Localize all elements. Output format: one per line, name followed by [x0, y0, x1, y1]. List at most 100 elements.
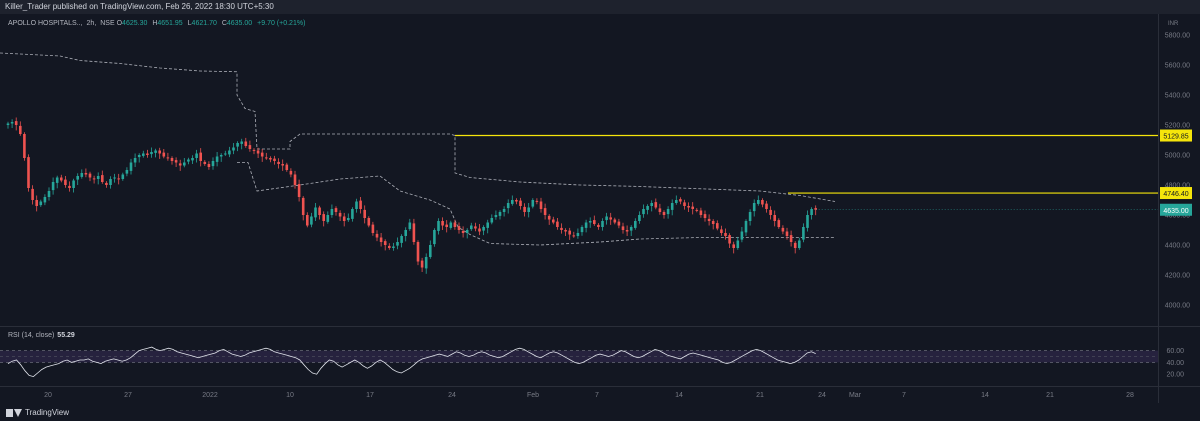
candle-up [470, 225, 473, 230]
rsi-tick-label: 20.00 [1166, 372, 1184, 379]
candle-up [80, 173, 84, 177]
candle-down [765, 203, 768, 209]
candle-down [285, 164, 289, 170]
candle-up [351, 209, 354, 219]
date-tick-label: Mar [849, 392, 862, 399]
candle-up [511, 200, 514, 204]
candle-up [187, 159, 190, 162]
candle-down [371, 224, 375, 233]
candle-down [699, 210, 703, 215]
candle-up [142, 153, 145, 156]
upper-envelope-line [0, 52, 836, 202]
candle-up [47, 191, 51, 197]
candle-up [527, 207, 530, 212]
open-value: 4625.30 [122, 20, 148, 27]
candle-up [137, 155, 141, 158]
candle-up [129, 162, 133, 171]
candle-down [769, 209, 772, 215]
price-tick-label: 4200.00 [1165, 273, 1190, 280]
candle-up [109, 179, 112, 185]
candle-down [252, 149, 256, 151]
rsi-tick-label: 60.00 [1166, 348, 1184, 355]
candle-down [523, 206, 526, 212]
last-price-tag [1160, 203, 1192, 216]
candle-up [806, 215, 809, 228]
candle-down [789, 235, 793, 242]
candle-down [420, 260, 424, 268]
candle-up [433, 230, 436, 245]
symbol-name[interactable]: APOLLO HOSPITALS.. [8, 20, 81, 27]
candle-up [798, 240, 801, 248]
candle-up [347, 218, 350, 221]
candle-up [76, 176, 79, 180]
candle-up [150, 152, 153, 155]
tradingview-logo-icon [6, 408, 22, 417]
candle-up [486, 222, 489, 228]
candle-down [27, 157, 30, 188]
candle-down [461, 230, 465, 233]
candle-down [535, 200, 539, 202]
candle-down [281, 164, 284, 166]
candle-up [490, 218, 494, 223]
candle-up [326, 215, 330, 222]
candle-down [761, 200, 764, 205]
candle-down [781, 227, 785, 232]
candle-up [392, 246, 395, 248]
candle-up [498, 212, 502, 216]
level-price-tag [1160, 129, 1192, 142]
price-tick-label: 4600.00 [1165, 213, 1190, 220]
candle-up [228, 150, 231, 155]
candle-up [634, 221, 637, 228]
candle-up [629, 227, 633, 231]
candle-down [388, 245, 391, 248]
candle-up [740, 231, 744, 240]
candle-up [39, 201, 43, 206]
candle-down [334, 208, 338, 212]
candle-down [662, 212, 666, 215]
candle-down [359, 200, 362, 209]
candle-down [379, 237, 383, 242]
price-tick-label: 5400.00 [1165, 93, 1190, 100]
candle-down [256, 150, 260, 154]
candle-down [31, 188, 34, 200]
candle-down [248, 145, 252, 149]
candle-down [273, 158, 276, 161]
candle-down [617, 221, 621, 226]
candle-up [191, 158, 194, 161]
candle-down [478, 228, 481, 232]
currency-label: INR [1168, 21, 1179, 27]
rsi-legend[interactable]: RSI (14, close) 55.29 [8, 332, 75, 339]
candle-down [593, 220, 596, 224]
candle-up [449, 222, 453, 228]
candle-up [748, 212, 752, 221]
candle-up [666, 209, 670, 215]
candle-down [162, 152, 166, 157]
candle-up [605, 216, 608, 221]
date-tick-label: 20 [44, 392, 52, 399]
candle-down [724, 233, 727, 236]
candle-down [609, 217, 612, 220]
date-tick-label: 17 [366, 392, 374, 399]
rsi-tick-label: 40.00 [1166, 360, 1184, 367]
candle-down [170, 158, 174, 161]
candle-down [178, 163, 182, 166]
candle-down [539, 201, 543, 209]
tradingview-logo[interactable]: TradingView [6, 408, 69, 417]
interval-label[interactable]: 2h [86, 20, 95, 27]
candle-up [232, 147, 235, 151]
candle-down [543, 208, 547, 215]
brand-name: TradingView [25, 408, 70, 417]
candle-down [68, 185, 71, 188]
candle-down [166, 157, 170, 159]
candle-down [625, 230, 629, 232]
candle-up [437, 221, 440, 231]
candle-up [6, 123, 10, 125]
candle-up [400, 236, 403, 243]
candle-down [338, 212, 342, 217]
candle-down [244, 141, 248, 146]
high-label: H [152, 20, 158, 27]
candle-down [117, 178, 120, 180]
candle-up [133, 158, 137, 163]
candle-down [441, 221, 444, 226]
